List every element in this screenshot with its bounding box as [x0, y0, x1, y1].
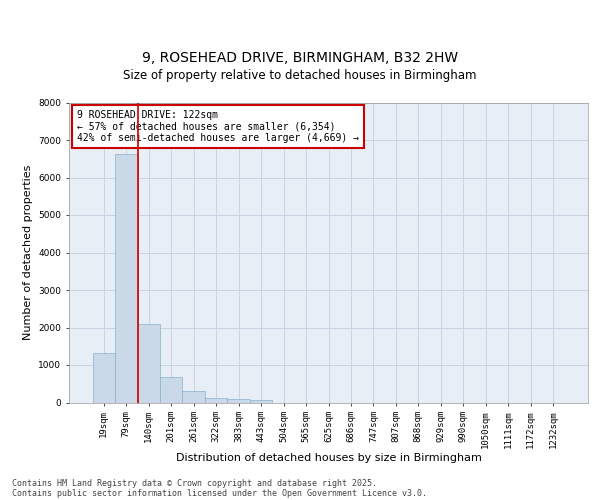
Bar: [182, 391, 205, 402]
Bar: [160, 377, 182, 402]
Y-axis label: Number of detached properties: Number of detached properties: [23, 165, 33, 340]
Bar: [137, 324, 160, 402]
Bar: [227, 399, 250, 402]
Bar: [250, 400, 272, 402]
Text: 9 ROSEHEAD DRIVE: 122sqm
← 57% of detached houses are smaller (6,354)
42% of sem: 9 ROSEHEAD DRIVE: 122sqm ← 57% of detach…: [77, 110, 359, 143]
Text: Size of property relative to detached houses in Birmingham: Size of property relative to detached ho…: [123, 70, 477, 82]
Bar: [115, 154, 137, 402]
Text: 9, ROSEHEAD DRIVE, BIRMINGHAM, B32 2HW: 9, ROSEHEAD DRIVE, BIRMINGHAM, B32 2HW: [142, 51, 458, 65]
Bar: [92, 353, 115, 403]
X-axis label: Distribution of detached houses by size in Birmingham: Distribution of detached houses by size …: [176, 454, 481, 464]
Text: Contains HM Land Registry data © Crown copyright and database right 2025.: Contains HM Land Registry data © Crown c…: [12, 478, 377, 488]
Text: Contains public sector information licensed under the Open Government Licence v3: Contains public sector information licen…: [12, 488, 427, 498]
Bar: [205, 398, 227, 402]
